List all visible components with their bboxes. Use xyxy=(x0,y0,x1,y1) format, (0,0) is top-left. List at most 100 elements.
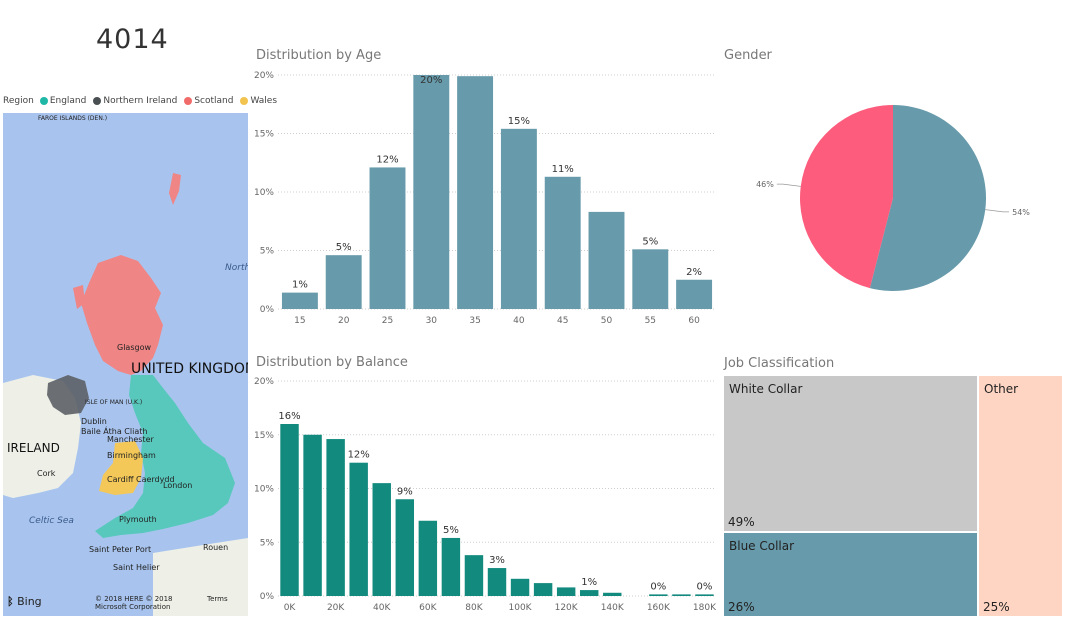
map-label-plymouth: Plymouth xyxy=(119,515,157,524)
data-label: 1% xyxy=(581,577,597,588)
treemap-label: White Collar xyxy=(729,382,803,396)
y-tick-label: 10% xyxy=(254,188,274,198)
treemap-cell-blue-collar[interactable]: Blue Collar 26% xyxy=(724,533,977,616)
gender-chart-title: Gender xyxy=(724,48,772,63)
x-tick-label: 45 xyxy=(557,316,568,326)
map-copyright: © 2018 HERE © 2018 Microsoft Corporation xyxy=(95,595,173,611)
x-tick-label: 35 xyxy=(469,316,480,326)
pie-data-label: 46% xyxy=(756,180,774,189)
map-label-faroe: FAROE ISLANDS (DEN.) xyxy=(38,115,108,122)
x-tick-label: 20 xyxy=(338,316,350,326)
legend-item-scotland[interactable]: Scotland xyxy=(184,96,233,106)
bar xyxy=(588,211,625,309)
treemap-cell-white-collar[interactable]: White Collar 49% xyxy=(724,376,977,531)
pie-leader-line xyxy=(776,183,801,187)
map-label-dublin: Dublin xyxy=(81,417,107,426)
bar xyxy=(372,483,391,596)
map-label-rouen: Rouen xyxy=(203,543,229,552)
data-label: 3% xyxy=(489,555,505,566)
treemap-label: Other xyxy=(984,382,1019,396)
map-canvas xyxy=(3,173,248,616)
bar xyxy=(281,292,318,309)
map-label-birmingham: Birmingham xyxy=(107,451,156,460)
scotland-region xyxy=(81,255,163,375)
legend-item-england[interactable]: England xyxy=(39,96,86,106)
legend-title: Region xyxy=(3,96,34,106)
map-label-baile: Baile Átha Cliath xyxy=(81,427,148,436)
bar xyxy=(487,568,507,596)
bar xyxy=(649,594,668,596)
bar xyxy=(413,75,450,309)
bing-logo: ᛒ Bing xyxy=(7,595,42,608)
data-label: 1% xyxy=(292,280,308,291)
pie-leader-line xyxy=(985,209,1010,213)
x-tick-label: 25 xyxy=(382,316,393,326)
y-tick-label: 10% xyxy=(254,485,274,495)
map-label-saint-peter-port: Saint Peter Port xyxy=(89,545,152,554)
bar xyxy=(326,439,345,596)
x-tick-label: 60 xyxy=(688,316,700,326)
x-tick-label: 40K xyxy=(373,603,391,613)
x-tick-label: 80K xyxy=(465,603,483,613)
y-tick-label: 15% xyxy=(254,130,274,140)
england-region xyxy=(95,375,235,538)
map-label-isle-of-man: ISLE OF MAN (U.K.) xyxy=(85,399,143,406)
x-tick-label: 60K xyxy=(419,603,437,613)
y-tick-label: 20% xyxy=(254,71,274,81)
y-tick-label: 5% xyxy=(260,538,275,548)
x-tick-label: 20K xyxy=(327,603,345,613)
france-landmass xyxy=(153,538,248,616)
pie-data-label: 54% xyxy=(1012,208,1030,217)
bar xyxy=(695,594,714,596)
map-label-cork: Cork xyxy=(37,469,56,478)
bar xyxy=(603,592,622,596)
x-tick-label: 15 xyxy=(294,316,305,326)
data-label: 0% xyxy=(697,581,713,592)
data-label: 12% xyxy=(376,154,398,165)
map-terms-link[interactable]: Terms xyxy=(207,595,228,603)
bar xyxy=(464,555,484,596)
pie-slice xyxy=(800,105,893,289)
bar xyxy=(457,76,494,309)
data-label: 9% xyxy=(397,486,413,497)
treemap-value: 49% xyxy=(728,515,755,529)
treemap-label: Blue Collar xyxy=(729,539,795,553)
x-tick-label: 140K xyxy=(601,603,625,613)
gender-pie-chart: 54% 46% xyxy=(756,105,1030,291)
job-treemap: White Collar 49% Blue Collar 26% Other 2… xyxy=(724,376,1062,616)
pie-slice xyxy=(869,105,986,291)
legend-item-northern-ireland[interactable]: Northern Ireland xyxy=(93,96,177,106)
data-label: 5% xyxy=(336,242,352,253)
bar xyxy=(325,255,362,309)
map-legend: Region England Northern Ireland Scotland… xyxy=(3,96,280,106)
bar xyxy=(579,590,599,596)
region-map[interactable]: FAROE ISLANDS (DEN.) UNITED KINGDOM IREL… xyxy=(3,113,248,616)
age-chart-title: Distribution by Age xyxy=(256,48,382,63)
legend-item-wales[interactable]: Wales xyxy=(240,96,277,106)
map-label-uk: UNITED KINGDOM xyxy=(131,361,248,377)
x-tick-label: 30 xyxy=(426,316,438,326)
x-tick-label: 55 xyxy=(645,316,656,326)
x-tick-label: 100K xyxy=(509,603,533,613)
map-label-manchester: Manchester xyxy=(107,435,154,444)
map-label-north: North xyxy=(225,263,248,273)
bar xyxy=(418,520,438,596)
x-tick-label: 0K xyxy=(284,603,297,613)
bar xyxy=(500,128,537,309)
x-tick-label: 160K xyxy=(647,603,671,613)
data-label: 0% xyxy=(650,581,666,592)
data-label: 15% xyxy=(508,116,530,127)
bar xyxy=(395,499,415,596)
data-label: 20% xyxy=(420,75,442,86)
bar xyxy=(672,594,691,596)
balance-distribution-chart: 0% 5% 10% 15% 20% 16% 12% 9% 5% 3% 1% 0% 0% 0K 20K 40K 6… xyxy=(254,377,717,613)
data-label: 11% xyxy=(552,164,574,175)
y-tick-label: 5% xyxy=(260,247,275,257)
map-label-glasgow: Glasgow xyxy=(117,343,152,352)
treemap-value: 25% xyxy=(983,600,1010,614)
treemap-cell-other[interactable]: Other 25% xyxy=(979,376,1062,616)
age-distribution-chart: 0% 5% 10% 15% 20% 1% 5% 12% 20% 15% 11% 5% 2% 15 20 25 3… xyxy=(254,71,716,326)
bar xyxy=(441,537,461,596)
x-tick-label: 40 xyxy=(513,316,525,326)
y-tick-label: 0% xyxy=(260,592,275,602)
